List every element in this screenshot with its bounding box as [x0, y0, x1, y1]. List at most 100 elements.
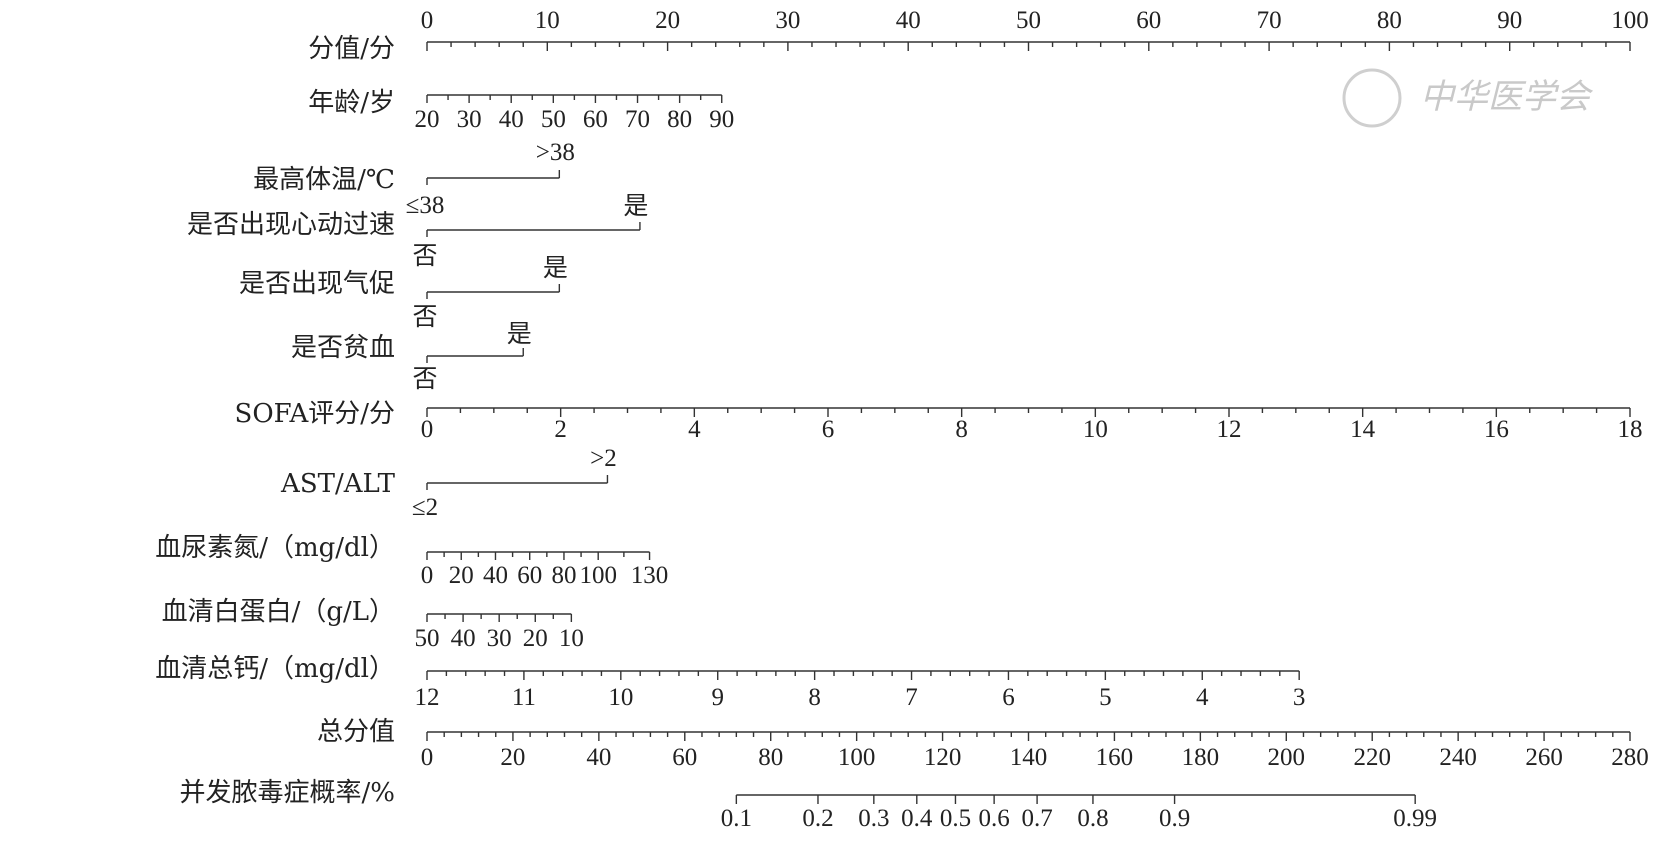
total-points-tick-label: 140: [1010, 744, 1048, 771]
total-points-tick-label: 0: [421, 744, 434, 771]
total-points-tick-label: 280: [1611, 744, 1649, 771]
calcium-tick-label: 6: [1002, 684, 1015, 711]
calcium-tick-label: 9: [711, 684, 724, 711]
sofa-tick-label: 16: [1484, 416, 1509, 443]
probability-tick-label: 0.9: [1159, 805, 1190, 832]
points-tick-label: 10: [535, 7, 560, 34]
binary-low-label: ≤2: [412, 494, 438, 521]
calcium-tick-label: 7: [905, 684, 918, 711]
probability-tick-label: 0.8: [1077, 805, 1108, 832]
total-points-tick-label: 220: [1353, 744, 1391, 771]
binary-high-label: 是: [507, 321, 532, 348]
probability-tick-label: 0.4: [901, 805, 933, 832]
row-label: 血尿素氮/（mg/dl）: [155, 533, 395, 563]
points-tick-label: 100: [1611, 7, 1649, 34]
binary-high-label: >2: [590, 445, 617, 472]
probability-tick-label: 0.5: [940, 805, 971, 832]
variable-tick-label: 50: [415, 625, 440, 652]
variable-tick-label: 40: [451, 625, 476, 652]
variable-tick-label: 50: [541, 106, 566, 133]
calcium-tick-label: 4: [1196, 684, 1209, 711]
row-label: 最高体温/℃: [253, 165, 395, 195]
binary-low-label: 否: [412, 243, 437, 270]
binary-high-label: 是: [623, 193, 648, 220]
probability-tick-label: 0.7: [1021, 805, 1052, 832]
variable-tick-label: 60: [517, 562, 542, 589]
sofa-tick-label: 14: [1350, 416, 1376, 443]
total-points-tick-label: 20: [500, 744, 525, 771]
total-points-tick-label: 200: [1268, 744, 1306, 771]
variable-tick-label: 30: [457, 106, 482, 133]
variable-tick-label: 30: [487, 625, 512, 652]
points-tick-label: 30: [775, 7, 800, 34]
watermark-seal: [1342, 68, 1402, 128]
probability-tick-label: 0.6: [979, 805, 1010, 832]
binary-low-label: 否: [412, 366, 437, 393]
row-label: 总分值: [317, 717, 395, 747]
points-tick-label: 40: [896, 7, 921, 34]
variable-tick-label: 40: [499, 106, 524, 133]
sofa-tick-label: 12: [1217, 416, 1242, 443]
total-points-tick-label: 260: [1525, 744, 1563, 771]
row-label: 血清白蛋白/（g/L）: [162, 597, 395, 627]
total-points-tick-label: 80: [758, 744, 783, 771]
row-label: 并发脓毒症概率/%: [180, 778, 395, 808]
variable-tick-label: 0: [421, 562, 434, 589]
watermark-text: 中华医学会: [1420, 77, 1594, 117]
variable-tick-label: 10: [559, 625, 584, 652]
probability-tick-label: 0.1: [721, 805, 752, 832]
row-label: 是否出现心动过速: [187, 210, 395, 240]
total-points-tick-label: 180: [1182, 744, 1220, 771]
binary-high-label: >38: [536, 139, 575, 166]
row-label: 是否出现气促: [239, 269, 395, 299]
calcium-tick-label: 8: [808, 684, 821, 711]
sofa-tick-label: 10: [1083, 416, 1108, 443]
variable-tick-label: 70: [625, 106, 650, 133]
points-tick-label: 80: [1377, 7, 1402, 34]
calcium-tick-label: 3: [1293, 684, 1306, 711]
sofa-tick-label: 0: [421, 416, 434, 443]
variable-tick-label: 40: [483, 562, 508, 589]
calcium-tick-label: 5: [1099, 684, 1112, 711]
points-tick-label: 20: [655, 7, 680, 34]
calcium-tick-label: 10: [608, 684, 633, 711]
total-points-tick-label: 120: [924, 744, 962, 771]
total-points-tick-label: 40: [586, 744, 611, 771]
sofa-tick-label: 4: [688, 416, 701, 443]
binary-low-label: ≤38: [406, 192, 445, 219]
variable-tick-label: 20: [415, 106, 440, 133]
row-label: 分值/分: [308, 34, 395, 64]
variable-tick-label: 80: [667, 106, 692, 133]
points-tick-label: 70: [1257, 7, 1282, 34]
binary-high-label: 是: [543, 255, 568, 282]
row-label: 是否贫血: [291, 333, 395, 363]
variable-tick-label: 130: [631, 562, 669, 589]
points-tick-label: 60: [1136, 7, 1161, 34]
variable-tick-label: 20: [449, 562, 474, 589]
total-points-tick-label: 100: [838, 744, 876, 771]
points-tick-label: 0: [421, 7, 434, 34]
row-label: 血清总钙/（mg/dl）: [155, 654, 395, 684]
variable-tick-label: 20: [523, 625, 548, 652]
total-points-tick-label: 240: [1439, 744, 1477, 771]
calcium-tick-label: 11: [512, 684, 536, 711]
sofa-tick-label: 8: [955, 416, 968, 443]
probability-tick-label: 0.2: [802, 805, 833, 832]
probability-tick-label: 0.3: [858, 805, 889, 832]
sofa-tick-label: 18: [1618, 416, 1643, 443]
points-tick-label: 90: [1497, 7, 1522, 34]
binary-low-label: 否: [412, 304, 437, 331]
variable-tick-label: 100: [579, 562, 617, 589]
row-label: AST/ALT: [280, 469, 396, 499]
total-points-tick-label: 160: [1096, 744, 1134, 771]
calcium-tick-label: 12: [415, 684, 440, 711]
variable-tick-label: 90: [709, 106, 734, 133]
variable-tick-label: 80: [551, 562, 576, 589]
probability-tick-label: 0.99: [1393, 805, 1437, 832]
sofa-tick-label: 2: [554, 416, 567, 443]
points-tick-label: 50: [1016, 7, 1041, 34]
row-label: 年龄/岁: [308, 88, 395, 118]
variable-tick-label: 60: [583, 106, 608, 133]
sofa-tick-label: 6: [822, 416, 835, 443]
